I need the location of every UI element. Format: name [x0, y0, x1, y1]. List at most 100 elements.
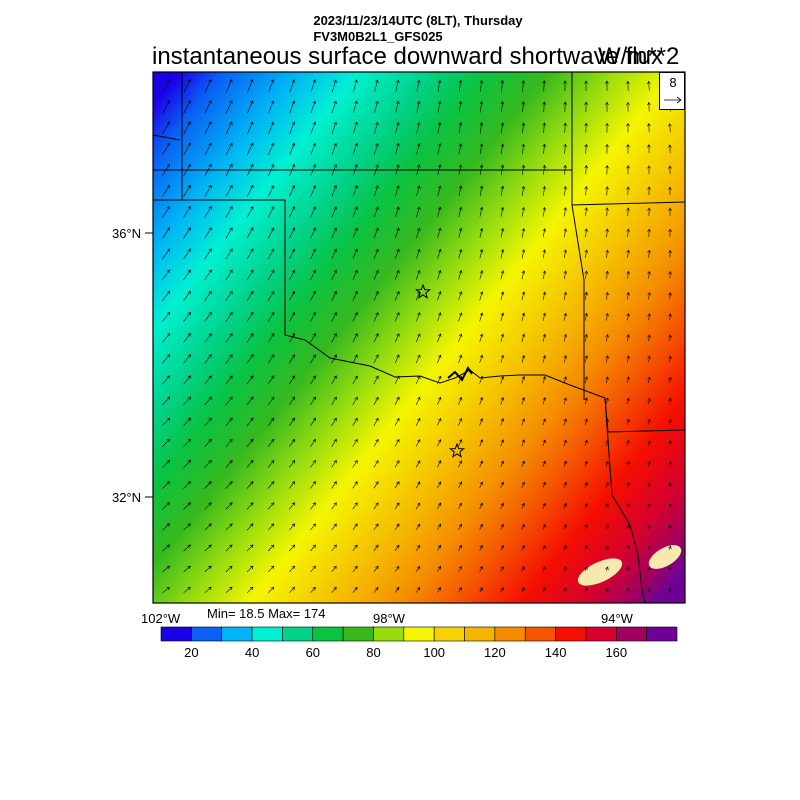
wind-arrow [246, 417, 254, 427]
wind-arrow [310, 333, 316, 343]
wind-arrowhead [416, 523, 421, 528]
wind-arrowhead [458, 185, 463, 189]
wind-arrow [374, 101, 378, 113]
wind-arrowhead [229, 481, 233, 485]
wind-arrowhead [271, 375, 275, 379]
wind-arrow [606, 397, 608, 405]
wind-arrow [563, 503, 567, 509]
wind-arrowhead [166, 290, 171, 295]
wind-arrowhead [437, 565, 442, 570]
wind-arrowhead [605, 312, 609, 317]
wind-arrow [479, 249, 483, 259]
wind-arrowhead [396, 100, 400, 105]
wind-arrowhead [458, 164, 463, 168]
wind-arrowhead [333, 248, 337, 253]
colorbar: 20 40 60 80 100 120 140 160 [160, 626, 678, 660]
wind-arrowhead [458, 143, 463, 147]
wind-arrow [289, 586, 295, 594]
wind-arrowhead [458, 100, 463, 105]
wind-arrow [331, 566, 337, 572]
wind-arrow [669, 440, 671, 446]
wind-arrowhead [416, 587, 421, 591]
wind-arrowhead [417, 481, 421, 485]
wind-arrowhead [250, 248, 254, 252]
wind-arrow [352, 206, 358, 218]
wind-arrow [458, 143, 462, 155]
wind-arrow [289, 502, 295, 510]
wind-arrowhead [312, 163, 316, 168]
wind-arrowhead [500, 291, 505, 295]
wind-arrowhead [668, 440, 672, 444]
wind-arrowhead [375, 523, 379, 528]
wind-arrowhead [500, 227, 505, 232]
wind-arrow [289, 544, 295, 552]
wind-arrowhead [626, 207, 630, 211]
wind-arrowhead [626, 122, 630, 127]
wind-arrowhead [563, 228, 568, 232]
wind-arrow [437, 460, 441, 468]
wind-arrow [395, 143, 399, 155]
wind-arrow [606, 292, 608, 300]
wind-arrowhead [250, 290, 254, 295]
wind-arrowhead [229, 544, 233, 548]
wind-arrow [585, 207, 587, 217]
wind-arrow [204, 565, 212, 573]
wind-arrowhead [375, 438, 379, 443]
wind-arrowhead [249, 586, 254, 591]
wind-arrowhead [270, 523, 275, 527]
wind-arrow [373, 502, 379, 510]
wind-arrow [627, 503, 629, 509]
wind-arrowhead [647, 418, 651, 423]
wind-arrow [331, 122, 337, 134]
wind-arrowhead [521, 439, 525, 443]
wind-arrow [479, 439, 483, 447]
wind-arrowhead [584, 566, 588, 570]
wind-arrow [479, 460, 483, 468]
wind-arrowhead [458, 460, 463, 464]
wind-arrowhead [626, 334, 630, 338]
wind-arrow [627, 292, 629, 300]
wind-arrowhead [354, 565, 358, 570]
wind-arrow [225, 417, 233, 427]
wind-arrow [500, 587, 504, 593]
wind-arrowhead [416, 100, 421, 105]
wind-arrowhead [187, 121, 191, 125]
wind-arrowhead [375, 396, 379, 401]
wind-arrow [648, 313, 650, 321]
wind-arrow [437, 481, 441, 489]
wind-arrowhead [626, 313, 630, 317]
wind-arrowhead [584, 249, 588, 253]
wind-arrowhead [500, 418, 505, 422]
wind-arrowhead [396, 227, 400, 232]
wind-arrowhead [333, 290, 337, 295]
wind-arrowhead [354, 460, 358, 464]
wind-arrow [500, 503, 504, 509]
wind-arrow [268, 79, 274, 93]
wind-arrowhead [166, 523, 171, 527]
wind-arrowhead [229, 311, 233, 316]
wind-arrow [373, 418, 379, 426]
wind-arrowhead [563, 355, 567, 359]
wind-arrowhead [291, 544, 296, 548]
wind-arrowhead [563, 397, 567, 401]
wind-arrowhead [250, 100, 254, 104]
wind-arrowhead [626, 439, 630, 444]
wind-arrowhead [542, 354, 547, 359]
wind-arrowhead [563, 312, 568, 317]
wind-arrowhead [584, 460, 588, 465]
wind-arrowhead [542, 270, 547, 274]
wind-arrowhead [291, 79, 296, 83]
wind-arrowhead [416, 565, 421, 570]
wind-arrowhead [312, 523, 316, 527]
wind-arrow [161, 312, 171, 322]
wind-arrowhead [626, 165, 630, 169]
wind-arrow [521, 587, 525, 593]
wind-arrow [310, 439, 316, 447]
wind-arrow [183, 460, 191, 468]
wind-arrow [225, 121, 233, 135]
wind-arrowhead [291, 206, 296, 210]
wind-arrowhead [187, 100, 191, 104]
wind-arrowhead [563, 270, 568, 274]
star-icon [414, 283, 432, 299]
